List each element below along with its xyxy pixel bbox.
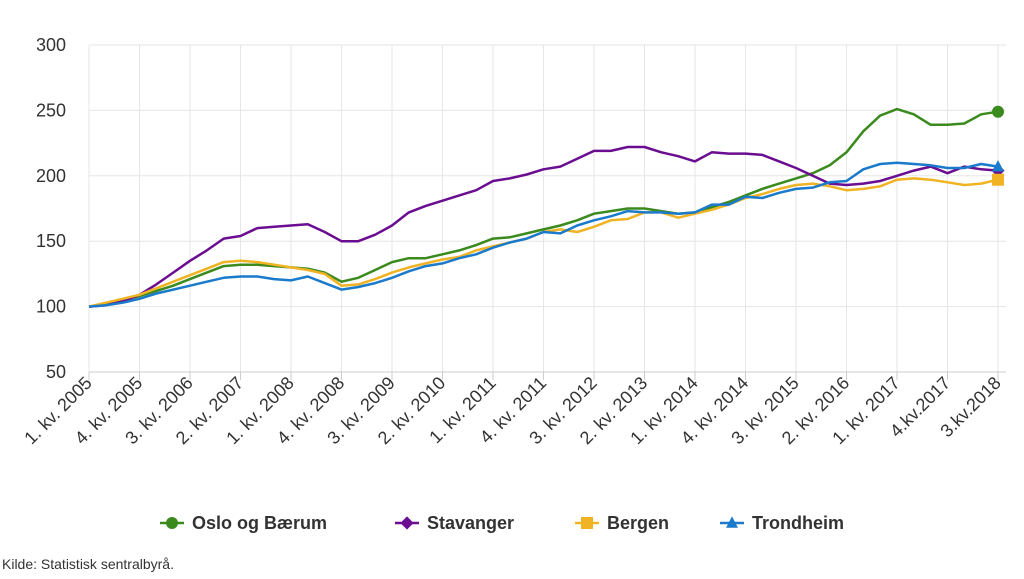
series-line xyxy=(88,107,999,308)
legend-marker xyxy=(166,517,178,529)
series-end-marker xyxy=(992,160,1004,172)
grid xyxy=(88,44,1006,373)
y-tick-label: 150 xyxy=(36,231,66,251)
legend-marker xyxy=(400,516,414,530)
y-tick-label: 300 xyxy=(36,35,66,55)
legend-marker xyxy=(581,517,593,529)
legend-item[interactable]: Trondheim xyxy=(720,513,844,533)
legend-label: Trondheim xyxy=(752,513,844,533)
legend-label: Oslo og Bærum xyxy=(192,513,327,533)
source-note: Kilde: Statistisk sentralbyrå. xyxy=(2,556,174,572)
series-line xyxy=(88,145,999,308)
legend-label: Bergen xyxy=(607,513,669,533)
legend-item[interactable]: Stavanger xyxy=(395,513,514,533)
series-layer xyxy=(88,105,1005,308)
legend-marker xyxy=(726,516,738,528)
legend-label: Stavanger xyxy=(427,513,514,533)
series-end-marker xyxy=(992,173,1004,186)
y-tick-label: 200 xyxy=(36,166,66,186)
series-end-marker xyxy=(992,105,1004,118)
y-tick-label: 50 xyxy=(46,362,66,382)
y-tick-label: 100 xyxy=(36,297,66,317)
legend-item[interactable]: Bergen xyxy=(575,513,669,533)
y-tick-label: 250 xyxy=(36,100,66,120)
y-axis: 50 100 150 200 250 300 xyxy=(36,35,66,382)
series-line xyxy=(88,161,999,308)
legend[interactable]: Oslo og Bærum Stavanger Bergen Trondheim xyxy=(160,513,844,533)
legend-item[interactable]: Oslo og Bærum xyxy=(160,513,327,533)
